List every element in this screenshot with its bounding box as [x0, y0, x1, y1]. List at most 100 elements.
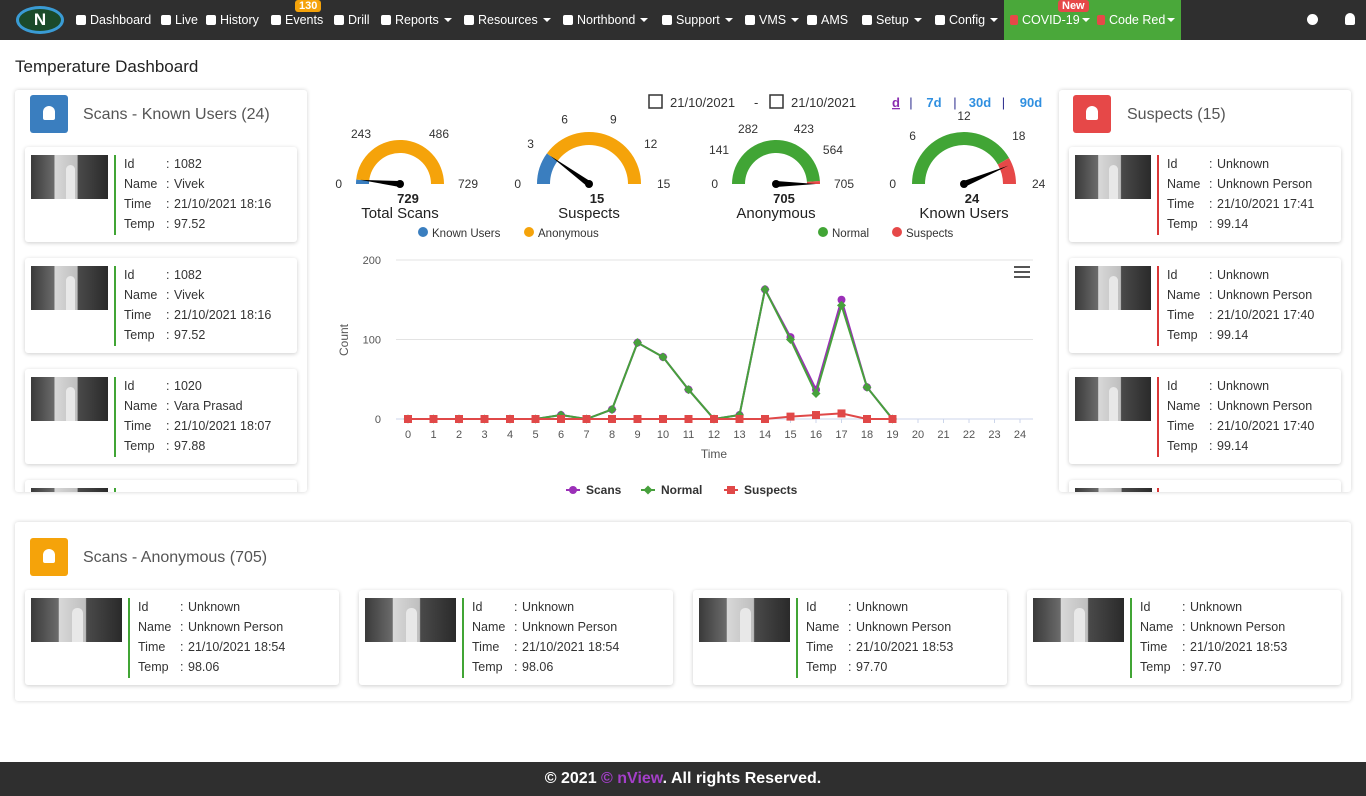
legend-label[interactable]: Suspects: [744, 483, 798, 497]
separator: :: [166, 157, 170, 171]
gauge-tick-label: 0: [711, 177, 718, 191]
navbar: N Dashboard Live History Events 130 Drill Repo…: [0, 0, 1366, 40]
field-label: Time: [1167, 419, 1195, 433]
calendar-icon: [769, 94, 784, 109]
date-separator: -: [754, 95, 758, 110]
nav-label: Support: [676, 13, 720, 27]
badge: New: [1058, 0, 1089, 12]
brand[interactable]: © nView: [601, 770, 663, 787]
gauge-title: Total Scans: [361, 205, 439, 222]
date-to: 21/10/2021: [791, 95, 856, 110]
nav-label: Live: [175, 13, 198, 27]
point: [761, 415, 769, 423]
nav-item[interactable]: VMS: [745, 13, 800, 27]
nav-item[interactable]: History: [206, 13, 259, 27]
field-value: 99.14: [1217, 217, 1249, 231]
field-label: Temp: [124, 217, 155, 231]
field-label: Id: [1167, 268, 1178, 282]
point: [888, 415, 897, 423]
gauge-tick-label: 3: [527, 137, 534, 151]
separator: :: [166, 379, 170, 393]
footer: © 2021 © nView. All rights Reserved.: [0, 762, 1366, 796]
card: Id: Unknown Name: Unknown Person Time:21/10/…: [1069, 147, 1341, 242]
field-value: 21/10/2021 18:07: [174, 419, 272, 433]
field-value: 21/10/2021 18:54: [522, 640, 620, 654]
x-tick-label: 15: [784, 429, 796, 441]
gauge-tick-label: 423: [794, 122, 814, 136]
field-label: Id: [806, 600, 817, 614]
gauge-hub: [772, 180, 780, 188]
y-axis-title: Count: [337, 323, 351, 356]
field-label: Temp: [124, 439, 155, 453]
period-link[interactable]: d: [892, 95, 900, 110]
panel-title: Scans - Known Users (24): [83, 106, 270, 123]
field-value: Unknown Person: [1190, 620, 1286, 634]
x-tick-label: 16: [810, 429, 822, 441]
field-label: Id: [124, 268, 135, 282]
gauge-tick-label: 18: [1012, 129, 1026, 143]
nav-item[interactable]: Events 130: [271, 0, 323, 27]
separator: :: [166, 439, 170, 453]
card-bar: [114, 266, 116, 346]
field-value: Vara Prasad: [174, 399, 243, 413]
separator: :: [1209, 197, 1213, 211]
nav-item[interactable]: Setup: [862, 13, 922, 27]
point: [643, 485, 653, 495]
nav-item[interactable]: Dashboard: [76, 13, 151, 27]
separator: :: [1209, 439, 1213, 453]
info-icon[interactable]: [1307, 14, 1318, 25]
separator: :: [180, 620, 184, 634]
gauge-needle: [550, 155, 591, 187]
point: [837, 295, 846, 304]
nav-item[interactable]: Reports: [381, 13, 452, 27]
field-value: 97.70: [856, 660, 888, 674]
photo: [365, 598, 456, 642]
legend-label: Anonymous: [538, 228, 599, 240]
nav-label: Dashboard: [90, 13, 152, 27]
field-label: Time: [806, 640, 834, 654]
nav-item[interactable]: Live: [161, 13, 198, 27]
card-bar: [114, 377, 116, 457]
card: Id:1082 Name: Vivek Time:21/10/2021 18:16 Te…: [25, 258, 297, 353]
nav-item[interactable]: AMS: [807, 13, 848, 27]
nav-item[interactable]: Resources: [464, 13, 551, 27]
field-value: Unknown Person: [1217, 177, 1313, 191]
logo[interactable]: N: [16, 6, 64, 34]
x-tick-label: 14: [759, 429, 771, 441]
nav-item[interactable]: Code Red: [1097, 13, 1176, 27]
legend-label[interactable]: Normal: [661, 483, 702, 497]
nav-item[interactable]: COVID-19 New: [1010, 0, 1090, 27]
separator: :: [848, 600, 852, 614]
menu-icon[interactable]: [1014, 266, 1030, 278]
nav-item[interactable]: Support: [662, 13, 733, 27]
separator: :: [848, 660, 852, 674]
separator: :: [1209, 419, 1213, 433]
y-tick-label: 100: [363, 335, 381, 347]
x-tick-label: 13: [733, 429, 745, 441]
separator: :: [166, 308, 170, 322]
calendar-icon: [648, 94, 663, 109]
nav-item[interactable]: Drill: [334, 13, 370, 27]
suspects-panel: Suspects (15) Id: Unknown Name: Unknown Per…: [1059, 90, 1351, 492]
caret: [443, 18, 452, 22]
nav-label: Drill: [348, 13, 370, 27]
legend-label[interactable]: Scans: [586, 483, 622, 497]
gauge-title: Known Users: [919, 205, 1008, 222]
field-value: 97.70: [1190, 660, 1222, 674]
card-bar: [796, 598, 798, 678]
point: [710, 415, 718, 423]
period-link[interactable]: 90d: [1020, 95, 1042, 110]
field-label: Name: [124, 177, 158, 191]
nav-item[interactable]: Northbond: [563, 13, 649, 27]
separator: :: [514, 660, 518, 674]
point: [863, 415, 871, 423]
gauge-tick-label: 141: [709, 143, 729, 157]
field-label: Time: [124, 419, 152, 433]
period-link[interactable]: 7d: [926, 95, 941, 110]
user-icon[interactable]: [1345, 13, 1355, 25]
period-link[interactable]: 30d: [969, 95, 991, 110]
field-value: 97.52: [174, 217, 206, 231]
card: Id:1020 Name: Vara Prasad Time:21/10/2021 1…: [25, 369, 297, 464]
nav-item[interactable]: Config: [935, 13, 999, 27]
field-value: 97.88: [174, 439, 206, 453]
